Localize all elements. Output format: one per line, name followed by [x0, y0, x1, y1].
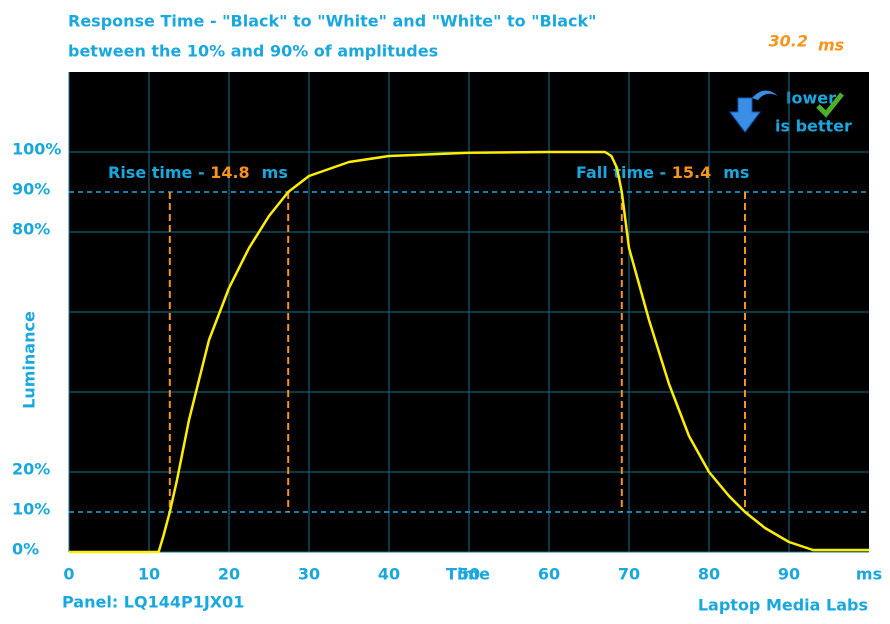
- luminance-line: [69, 150, 869, 554]
- annotation-value: 14.8: [210, 163, 249, 182]
- x-tick-label: 90: [778, 565, 800, 584]
- x-tick-label: 60: [538, 565, 560, 584]
- y-tick-label: 10%: [12, 500, 50, 519]
- x-tick-label: 20: [218, 565, 240, 584]
- x-tick-label: ms: [856, 565, 882, 584]
- x-tick-label: 70: [618, 565, 640, 584]
- headline-unit: ms: [818, 36, 844, 55]
- x-tick-label: 50: [458, 565, 480, 584]
- chart-title: Response Time - "Black" to "White" and "…: [68, 12, 596, 31]
- annotation-unit: ms: [723, 163, 749, 182]
- headline-value: 30.2: [769, 32, 808, 51]
- y-axis-label: Luminance: [20, 311, 39, 409]
- footer-left: Panel: LQ144P1JX01: [62, 593, 244, 612]
- x-tick-label: 10: [138, 565, 160, 584]
- x-tick-label: 80: [698, 565, 720, 584]
- y-tick-label: 80%: [12, 220, 50, 239]
- annotation-label: Rise time -: [108, 163, 210, 182]
- x-tick-label: 30: [298, 565, 320, 584]
- annotation: Fall time - 15.4 ms: [576, 163, 749, 182]
- y-tick-label: 100%: [12, 140, 61, 159]
- chart-subtitle: between the 10% and 90% of amplitudes: [68, 42, 438, 61]
- annotation-unit: ms: [262, 163, 288, 182]
- x-axis-label: Time: [446, 565, 490, 584]
- badge-text: is better: [775, 117, 852, 136]
- y-tick-label: 20%: [12, 460, 50, 479]
- annotation-label: Fall time -: [576, 163, 672, 182]
- annotation-value: 15.4: [672, 163, 711, 182]
- x-tick-label: 40: [378, 565, 400, 584]
- badge-icon: [729, 90, 844, 133]
- y-tick-label: 90%: [12, 180, 50, 199]
- badge-text: lower: [786, 89, 836, 108]
- y-tick-label: 0%: [12, 540, 39, 559]
- x-tick-label: 0: [63, 565, 74, 584]
- annotation: Rise time - 14.8 ms: [108, 163, 288, 182]
- footer-right: Laptop Media Labs: [698, 596, 868, 615]
